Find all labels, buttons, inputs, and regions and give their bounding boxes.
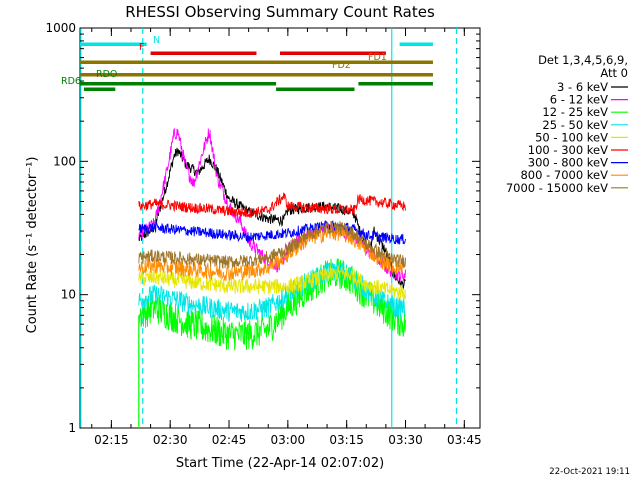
- x-tick-label: 03:45: [447, 433, 482, 447]
- y-tick-label: 100: [53, 154, 76, 168]
- vertical-markers: [80, 28, 458, 428]
- x-tick-label: 02:30: [153, 433, 188, 447]
- x-tick-label: 03:30: [388, 433, 423, 447]
- legend-label-3: 25 - 50 keV: [542, 118, 608, 132]
- flag-label-rd6: RD6: [61, 76, 81, 87]
- flag-label-n: N: [153, 35, 160, 46]
- y-tick-label: 1000: [45, 21, 76, 35]
- x-tick-label: 02:45: [212, 433, 247, 447]
- y-tick-label: 1: [68, 421, 76, 435]
- plot-frame: [79, 27, 481, 429]
- series-line-4: [138, 265, 406, 300]
- x-axis-label: Start Time (22-Apr-14 02:07:02): [176, 456, 384, 471]
- legend-label-6: 300 - 800 keV: [528, 156, 608, 170]
- legend-label-1: 6 - 12 keV: [550, 93, 608, 107]
- y-axis-label: Count Rate (s⁻¹ detector⁻¹): [25, 157, 40, 334]
- series-line-5: [138, 192, 406, 218]
- series-line-6: [138, 220, 406, 245]
- legend-label-8: 7000 - 15000 keV: [506, 181, 608, 195]
- legend-label-7: 800 - 7000 keV: [520, 168, 608, 182]
- x-tick-label: 03:15: [329, 433, 364, 447]
- flag-label-fd1: FD1: [368, 52, 387, 63]
- legend-header-1: Det 1,3,4,5,6,9,: [538, 53, 628, 67]
- legend-label-0: 3 - 6 keV: [557, 80, 608, 94]
- flag-label-fd2: FD2: [332, 60, 351, 71]
- series-lines: [138, 127, 406, 428]
- series-line-8: [138, 220, 406, 269]
- legend-label-2: 12 - 25 keV: [542, 105, 608, 119]
- flag-label-rdo: RDO: [96, 69, 117, 80]
- y-axis: 1 10 100 1000: [45, 21, 480, 435]
- flag-label-f: F: [139, 42, 144, 53]
- x-tick-label: 02:15: [94, 433, 129, 447]
- series-line-7: [138, 224, 406, 281]
- chart-title: RHESSI Observing Summary Count Rates: [125, 3, 435, 21]
- legend-header-2: Att 0: [600, 66, 628, 80]
- x-tick-label: 03:00: [271, 433, 306, 447]
- legend-label-5: 100 - 300 keV: [528, 143, 608, 157]
- flag-bars: NF FD1 FD2 RDO RD6: [61, 35, 433, 91]
- legend-label-4: 50 - 100 keV: [535, 130, 608, 144]
- timestamp: 22-Oct-2021 19:11: [549, 467, 630, 477]
- y-tick-label: 10: [61, 288, 76, 302]
- x-axis: 02:15 02:30 02:45 03:00 03:15 03:30 03:45: [91, 28, 482, 447]
